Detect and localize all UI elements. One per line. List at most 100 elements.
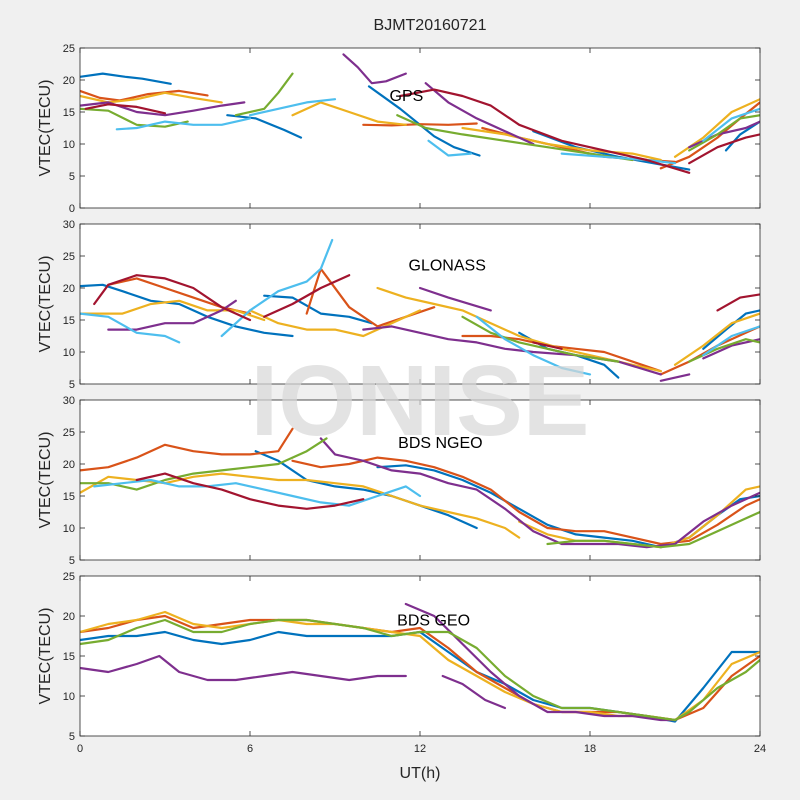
series-line-21 <box>475 315 592 376</box>
series-line-8 <box>80 299 266 322</box>
y-tick-label: 10 <box>63 139 75 151</box>
series-line-4 <box>724 120 760 152</box>
series-line-25 <box>702 107 760 142</box>
series-line-6 <box>319 437 760 549</box>
series-line-10 <box>376 286 662 373</box>
y-tick-label: 5 <box>69 171 75 183</box>
series-line-8 <box>546 510 760 549</box>
y-tick-label: 15 <box>63 315 75 327</box>
series-line-6 <box>80 618 760 722</box>
panel-label: GPS <box>390 88 424 105</box>
chart-panel-1: 5 10 15 20 25 30 VTEC(TECU) GLONASS <box>37 219 761 391</box>
series-line-1 <box>226 114 303 139</box>
panel-label: BDS NGEO <box>398 435 482 452</box>
series-line-17 <box>461 315 620 363</box>
series-line-21 <box>115 117 252 131</box>
series-line-19 <box>80 312 181 344</box>
y-tick-label: 25 <box>63 571 75 583</box>
series-line-22 <box>702 325 760 357</box>
series-line-26 <box>84 103 167 115</box>
series-line-22 <box>248 98 337 117</box>
series-line-11 <box>461 126 662 162</box>
series-line-25 <box>532 341 563 350</box>
series-line-13 <box>80 101 246 117</box>
series-group <box>80 53 760 174</box>
watermark-logo: IONISE <box>251 345 590 457</box>
y-tick-label: 20 <box>63 459 75 471</box>
x-tick-label: 24 <box>754 743 766 755</box>
series-line-3 <box>80 654 407 682</box>
series-line-6 <box>461 334 662 373</box>
chart-panel-3: 0 6 12 18 24 5 10 15 20 25 VTEC(TECU) BDS GEO <box>37 571 766 755</box>
y-axis-label: VTEC(TECU) <box>37 256 54 353</box>
series-line-23 <box>427 139 473 157</box>
series-line-7 <box>80 437 328 491</box>
y-tick-label: 25 <box>63 427 75 439</box>
series-line-2 <box>80 427 294 472</box>
y-axis-label: VTEC(TECU) <box>37 80 54 177</box>
series-group <box>80 238 760 382</box>
series-line-15 <box>659 373 691 382</box>
series-group <box>80 427 760 549</box>
series-line-24 <box>263 274 351 318</box>
y-tick-label: 30 <box>63 395 75 407</box>
plot-area <box>80 400 760 560</box>
chart-panel-2: 5 10 15 20 25 30 VTEC(TECU) BDS NGEO <box>37 395 761 567</box>
figure-title: BJMT20160721 <box>374 17 487 34</box>
y-axis-label: VTEC(TECU) <box>37 608 54 705</box>
series-line-5 <box>80 89 209 102</box>
series-line-0 <box>80 72 172 85</box>
y-tick-label: 20 <box>63 283 75 295</box>
y-tick-label: 0 <box>69 203 75 215</box>
x-tick-label: 0 <box>77 743 83 755</box>
series-line-0 <box>80 283 294 338</box>
series-line-26 <box>716 293 760 312</box>
series-line-14 <box>342 53 407 85</box>
series-line-10 <box>135 472 365 510</box>
series-line-18 <box>234 72 294 117</box>
series-group <box>80 602 760 723</box>
y-tick-label: 5 <box>69 731 75 743</box>
plot-area <box>80 224 760 384</box>
series-line-1 <box>263 294 373 325</box>
y-tick-label: 5 <box>69 555 75 567</box>
y-tick-label: 20 <box>63 611 75 623</box>
x-tick-label: 6 <box>247 743 253 755</box>
panel-label: GLONASS <box>409 257 486 274</box>
y-tick-label: 15 <box>63 651 75 663</box>
y-tick-label: 10 <box>63 691 75 703</box>
x-tick-label: 18 <box>584 743 596 755</box>
y-tick-label: 5 <box>69 379 75 391</box>
chart-panel-0: 0 5 10 15 20 25 VTEC(TECU) GPS <box>37 43 761 215</box>
x-axis-label: UT(h) <box>400 765 441 782</box>
series-line-20 <box>688 114 760 152</box>
y-tick-label: 25 <box>63 251 75 263</box>
panel-label: BDS GEO <box>397 613 470 630</box>
series-line-2 <box>367 85 481 157</box>
x-tick-label: 12 <box>414 743 426 755</box>
y-tick-label: 20 <box>63 75 75 87</box>
series-line-14 <box>418 286 492 312</box>
series-line-11 <box>673 312 760 366</box>
y-tick-label: 15 <box>63 107 75 119</box>
series-line-9 <box>248 309 422 338</box>
series-line-20 <box>220 238 334 338</box>
series-line-15 <box>424 82 535 146</box>
series-line-9 <box>80 91 223 104</box>
y-tick-label: 25 <box>63 43 75 55</box>
series-line-28 <box>688 133 760 165</box>
series-line-3 <box>291 456 760 546</box>
y-tick-label: 15 <box>63 491 75 503</box>
plot-area <box>80 48 760 208</box>
y-tick-label: 10 <box>63 347 75 359</box>
series-line-9 <box>93 478 422 507</box>
series-line-19 <box>396 114 634 162</box>
plot-area <box>80 576 760 736</box>
y-tick-label: 30 <box>63 219 75 231</box>
series-line-10 <box>291 101 407 126</box>
series-line-27 <box>399 88 691 174</box>
y-axis-label: VTEC(TECU) <box>37 432 54 529</box>
series-line-24 <box>560 152 677 165</box>
